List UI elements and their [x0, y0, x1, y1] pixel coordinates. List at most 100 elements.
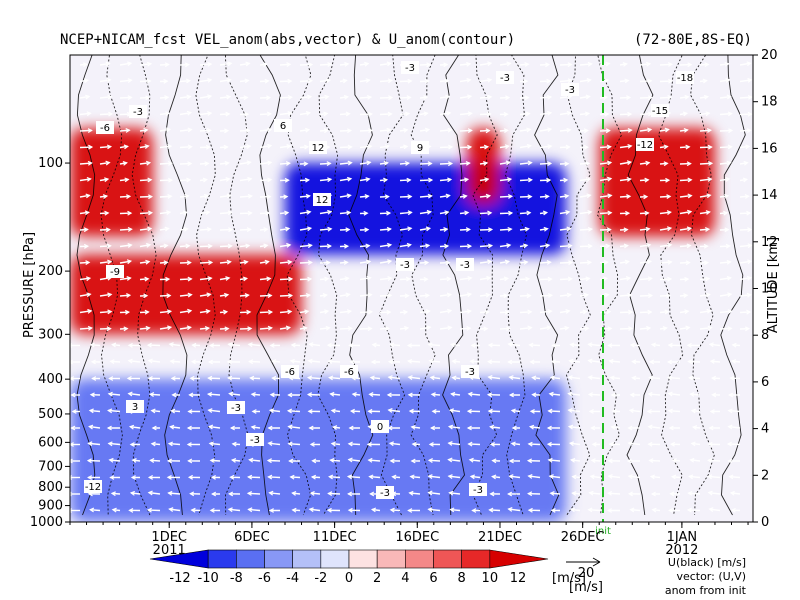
wind-vector-head	[167, 325, 173, 331]
pressure-tick-label: 200	[38, 264, 63, 279]
wind-vector	[451, 343, 461, 347]
wind-vector	[388, 409, 401, 413]
wind-vector	[249, 360, 261, 363]
wind-vector	[139, 278, 149, 281]
colorbar-tick-label: -10	[198, 571, 219, 586]
wind-vector-head	[726, 160, 732, 166]
wind-vector	[499, 161, 510, 165]
wind-vector	[199, 194, 208, 198]
wind-vector-head	[563, 177, 569, 183]
wind-vector	[739, 96, 752, 99]
wind-vector-head	[523, 243, 529, 249]
wind-vector-head	[585, 276, 591, 282]
wind-vector	[699, 211, 710, 215]
wind-vector-head	[603, 276, 609, 282]
wind-vector	[279, 278, 292, 281]
wind-vector-head	[527, 160, 533, 166]
wind-vector-head	[726, 259, 732, 265]
wind-vector-head	[707, 458, 713, 464]
plot-area: -6-312 912-9-3 -3-6 -6 -303-3-12-15-18-126-3…	[69, 54, 754, 537]
wind-vector	[359, 260, 371, 264]
wind-vector-head	[545, 62, 551, 68]
wind-vector-head	[267, 177, 273, 183]
wind-vector	[439, 178, 451, 182]
colorbar-segment	[236, 549, 265, 569]
wind-vector-head	[705, 276, 711, 282]
wind-vector-head	[229, 425, 235, 431]
wind-vector-head	[125, 128, 131, 133]
wind-vector-head	[107, 259, 113, 265]
wind-vector-head	[611, 408, 617, 414]
wind-vector-head	[703, 260, 710, 266]
wind-vector-head	[107, 441, 113, 447]
wind-vector-head	[126, 375, 132, 381]
u-contour-line	[658, 55, 684, 516]
wind-vector-head	[85, 276, 92, 282]
wind-vector	[428, 475, 441, 479]
wind-vector-head	[126, 293, 132, 298]
wind-vector-head	[329, 457, 335, 463]
wind-vector-head	[308, 507, 314, 513]
wind-vector-head	[344, 61, 350, 67]
wind-vector	[619, 327, 632, 330]
wind-vector-head	[324, 94, 330, 100]
contour-label: -6	[100, 123, 110, 134]
wind-vector-head	[266, 276, 272, 282]
wind-vector-head	[507, 342, 513, 347]
wind-vector	[79, 327, 92, 330]
wind-vector-head	[467, 111, 473, 117]
u-contour-line	[348, 55, 374, 516]
wind-vector-head	[109, 475, 115, 480]
wind-vector-head	[426, 62, 432, 68]
wind-vector	[79, 162, 92, 165]
wind-vector	[719, 63, 729, 66]
wind-vector-head	[246, 491, 253, 496]
wind-vector-head	[423, 95, 429, 100]
wind-vector-head	[167, 194, 173, 199]
wind-vector	[339, 277, 349, 281]
wind-vector-head	[209, 343, 215, 348]
wind-vector	[699, 112, 710, 116]
wind-vector-head	[187, 458, 193, 464]
wind-vector-head	[746, 292, 752, 298]
wind-vector	[739, 62, 751, 66]
wind-vector-head	[206, 391, 213, 397]
wind-vector	[648, 393, 661, 396]
wind-vector-head	[128, 507, 134, 513]
wind-vector-head	[365, 177, 371, 182]
wind-vector-head	[691, 425, 698, 430]
wind-vector-head	[468, 457, 474, 463]
wind-vector-head	[623, 243, 629, 249]
wind-vector-head	[467, 94, 473, 100]
wind-vector-head	[111, 507, 117, 513]
contour-label: 6	[280, 121, 286, 132]
wind-vector-head	[70, 425, 76, 431]
wind-vector-head	[586, 193, 592, 199]
contour-label: 12	[316, 195, 329, 206]
wind-vector	[299, 244, 312, 248]
wind-vector-head	[669, 441, 676, 447]
wind-vector-head	[508, 210, 514, 216]
wind-vector	[689, 377, 701, 380]
wind-vector-head	[646, 242, 652, 248]
wind-vector-head	[105, 160, 111, 166]
wind-vector	[239, 195, 252, 198]
wind-vector	[499, 62, 511, 66]
pressure-tick-label: 100	[38, 156, 63, 171]
wind-vector	[499, 244, 511, 248]
wind-vector-head	[427, 458, 433, 463]
wind-vector	[268, 442, 281, 446]
wind-vector	[659, 227, 672, 231]
wind-vector-head	[426, 325, 432, 331]
wind-vector-head	[385, 144, 391, 149]
wind-vector	[99, 245, 111, 248]
wind-vector-head	[245, 61, 251, 67]
wind-vector-head	[171, 392, 177, 398]
wind-vector	[679, 146, 690, 149]
wind-vector	[119, 277, 131, 281]
wind-vector-head	[147, 474, 153, 480]
wind-vector	[390, 509, 401, 512]
wind-vector	[288, 425, 301, 429]
wind-vector	[159, 294, 171, 297]
wind-vector-head	[643, 194, 649, 200]
